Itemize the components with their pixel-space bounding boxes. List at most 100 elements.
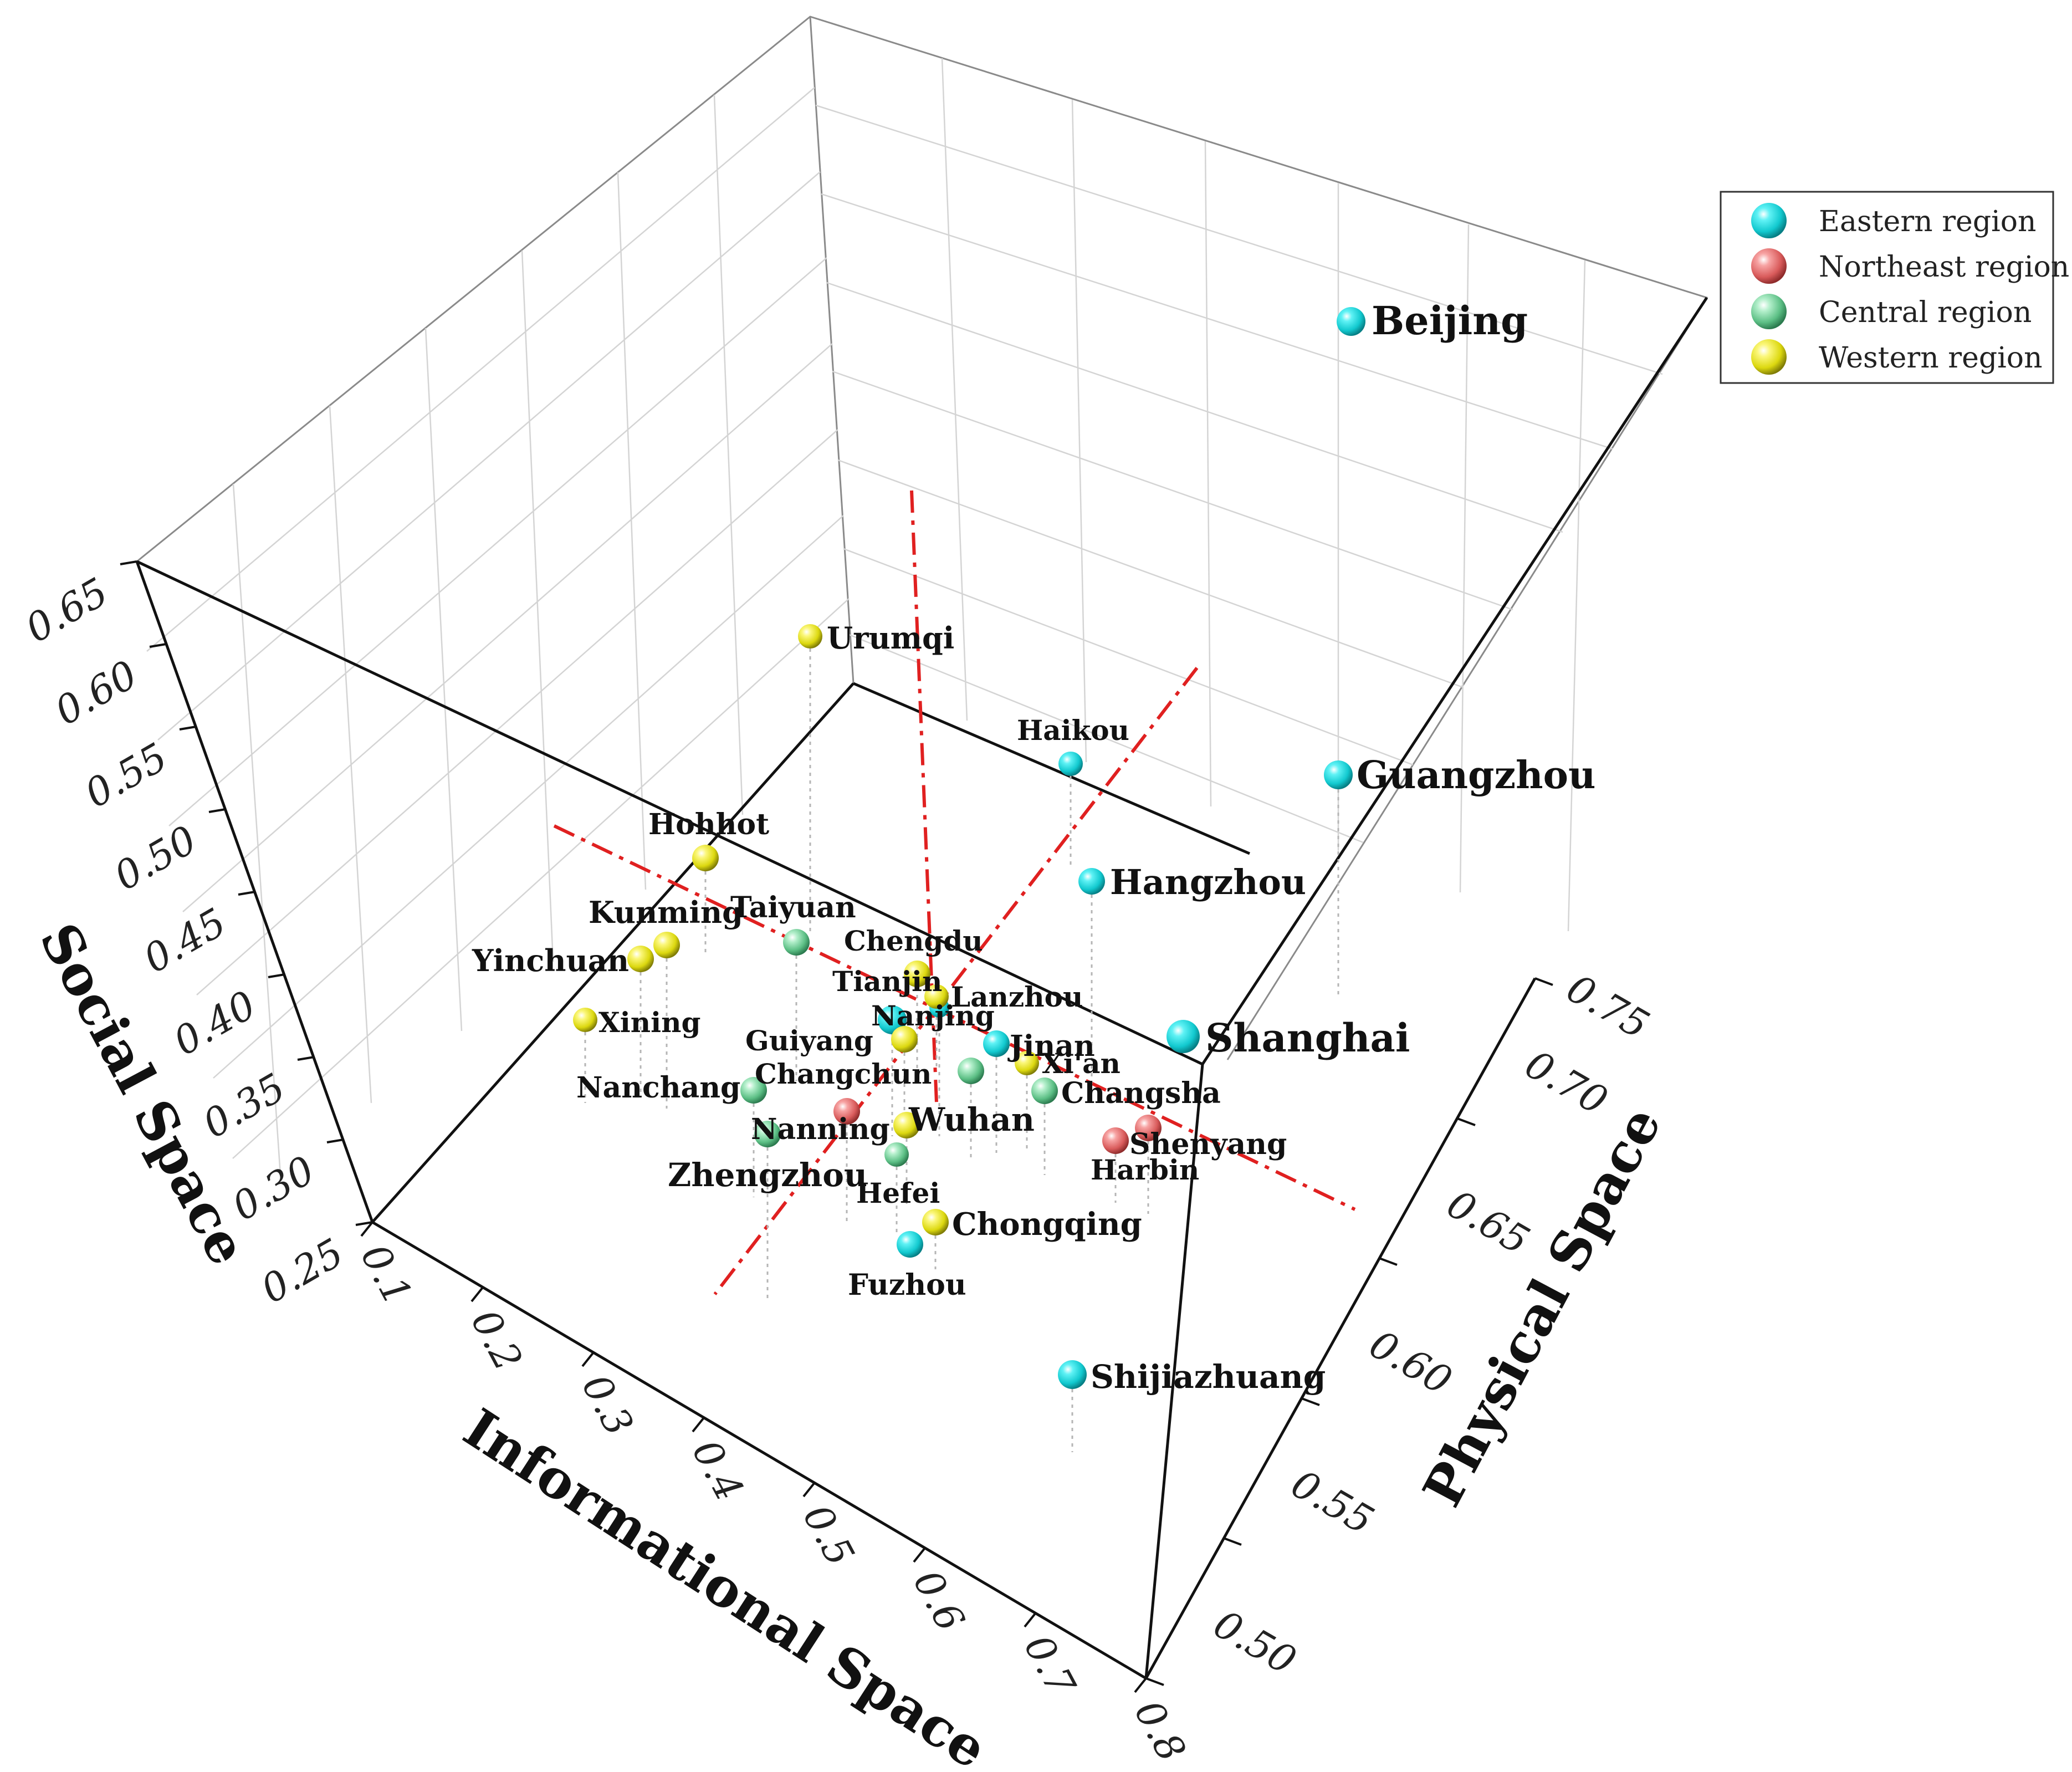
data-point-changchun [833, 1098, 860, 1125]
grid-line [843, 548, 1414, 766]
informational-tick-label: 0.3 [573, 1367, 642, 1443]
data-point-fuzhou [897, 1231, 923, 1258]
legend-label-western: Western region [1819, 341, 2043, 375]
legend-label-eastern: Eastern region [1819, 205, 2037, 238]
physical-axis-tick-labels: 0.50 0.55 0.60 0.65 0.70 0.75 [1206, 966, 1657, 1684]
data-point-hohhot [692, 845, 719, 871]
social-tick-label: 0.60 [48, 652, 145, 734]
physical-tick-label: 0.55 [1284, 1461, 1382, 1544]
social-tick-label: 0.40 [166, 982, 264, 1065]
data-label-chengdu: Chengdu [844, 925, 983, 957]
data-point-shanghai [1167, 1020, 1200, 1053]
tick-mark [238, 891, 255, 896]
data-labels: Beijing Guangzhou Haikou Hangzhou Shanghai Na… [472, 298, 1595, 1396]
tick-mark [470, 1286, 484, 1303]
data-point-nanning [893, 1112, 920, 1138]
grid-line [521, 250, 554, 962]
data-label-chongqing: Chongqing [952, 1206, 1142, 1243]
physical-tick-label: 0.65 [1440, 1181, 1537, 1264]
data-label-xian: Xi'an [1042, 1047, 1121, 1080]
physical-tick-label: 0.70 [1518, 1041, 1615, 1124]
back-wall-outline [136, 16, 1708, 1060]
data-label-hangzhou: Hangzhou [1110, 862, 1306, 902]
grid-line [329, 405, 372, 1104]
tick-mark [1379, 1257, 1398, 1266]
data-point-beijing [1337, 307, 1365, 336]
data-label-shenyang: Shenyang [1129, 1127, 1287, 1161]
social-tick-label: 0.25 [254, 1230, 351, 1313]
data-point-lanzhou [924, 984, 949, 1009]
legend: Eastern region Northeast region Central … [1720, 191, 2069, 384]
data-label-nanchang: Nanchang [576, 1071, 740, 1105]
informational-axis-ticks [360, 1221, 1147, 1693]
data-label-urumqi: Urumqi [827, 620, 954, 656]
data-label-harbin: Harbin [1091, 1153, 1199, 1186]
grid-line [182, 343, 833, 912]
data-label-xining: Xining [598, 1006, 700, 1039]
data-label-haikou: Haikou [1017, 714, 1129, 747]
tick-mark [1024, 1612, 1037, 1628]
grid-line [213, 515, 844, 1079]
informational-tick-label: 0.2 [462, 1302, 531, 1378]
physical-tick-label: 0.60 [1362, 1321, 1460, 1404]
informational-tick-label: 0.5 [794, 1497, 863, 1573]
grid-line [1071, 99, 1087, 763]
informational-tick-label: 0.6 [904, 1562, 974, 1638]
data-label-shijiazhuang: Shijiazhuang [1091, 1358, 1326, 1396]
grid-line [1204, 141, 1212, 807]
data-label-hohhot: Hohhot [648, 808, 769, 841]
data-label-fuzhou: Fuzhou [848, 1268, 966, 1302]
data-label-shanghai: Shanghai [1205, 1015, 1410, 1061]
data-label-nanjing: Nanjing [871, 999, 995, 1032]
data-label-changchun: Changchun [755, 1058, 932, 1090]
data-point-urumqi [798, 624, 822, 648]
tick-mark [179, 726, 197, 731]
data-point-kunming [653, 932, 680, 958]
social-tick-label: 0.50 [107, 817, 204, 900]
data-label-tianjin: Tianjin [832, 965, 942, 998]
data-label-jinan: Jinan [1007, 1029, 1095, 1063]
tick-mark [120, 560, 137, 565]
informational-axis-tick-labels: 0.1 0.2 0.3 0.4 0.5 0.6 0.7 0.8 [352, 1237, 1195, 1769]
reference-line-physical [713, 667, 1199, 1295]
data-point-shenyang [1135, 1115, 1162, 1141]
data-label-nanning: Nanning [751, 1112, 890, 1146]
grid-line [826, 282, 1563, 533]
legend-marker-northeast [1751, 248, 1787, 284]
data-point-xian [1015, 1051, 1039, 1075]
grid-line [424, 328, 463, 1031]
data-point-xining [573, 1008, 597, 1032]
grid-line [821, 193, 1613, 450]
social-tick-label: 0.65 [18, 569, 116, 652]
data-point-chongqing [922, 1209, 949, 1235]
physical-axis-ticks [1145, 977, 1553, 1686]
social-axis-ticks [120, 560, 373, 1226]
grid-line [815, 104, 1663, 375]
tick-mark [1301, 1397, 1320, 1406]
grid-line [1567, 260, 1586, 932]
back-walls [136, 16, 1708, 1060]
data-label-guangzhou: Guangzhou [1357, 753, 1595, 798]
legend-marker-eastern [1751, 203, 1787, 238]
right-vertical-edge [1201, 297, 1708, 1065]
grid-line [146, 87, 815, 652]
informational-tick-label: 0.4 [683, 1432, 753, 1508]
tick-mark [326, 1138, 344, 1143]
inner-floor-edge [853, 682, 1250, 855]
wall-gridlines [146, 58, 1663, 1176]
data-point-haikou [1058, 752, 1083, 776]
inner-floor-edge [371, 682, 855, 1223]
physical-tick-label: 0.50 [1206, 1601, 1304, 1684]
social-tick-label: 0.55 [78, 734, 175, 817]
physical-tick-label: 0.75 [1559, 966, 1657, 1048]
tick-mark [1145, 1677, 1164, 1686]
grid-line [713, 94, 744, 815]
legend-label-central: Central region [1819, 296, 2032, 329]
social-tick-label: 0.45 [136, 900, 234, 982]
data-point-harbin [1102, 1127, 1129, 1154]
data-label-wuhan: Wuhan [908, 1101, 1035, 1138]
data-point-jinan [983, 1030, 1010, 1057]
data-point-chengdu [904, 961, 930, 987]
legend-marker-central [1751, 294, 1787, 329]
